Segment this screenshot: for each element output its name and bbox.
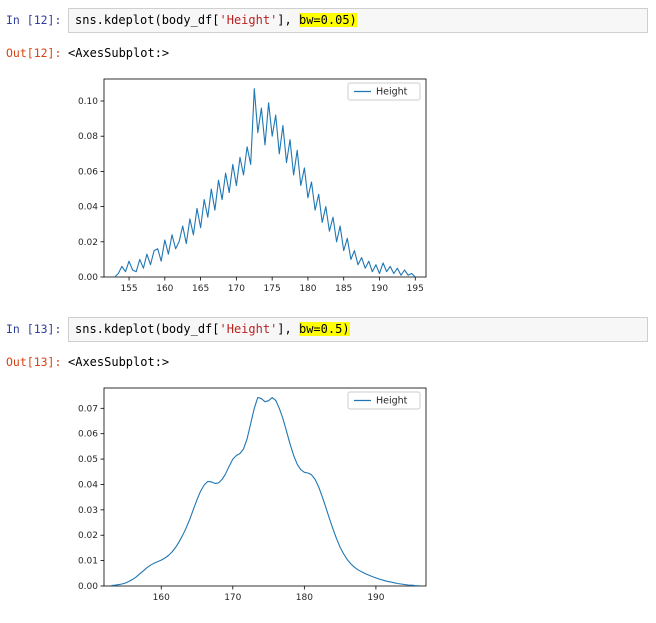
x-tick-label: 190 [367,593,384,603]
in-prompt-12: In [12]: [6,13,62,27]
plot-output-13: 160 170 180 190 0.00 0.01 0.02 0.03 0.04 0.05 0.06… [0,378,656,610]
x-tick-label: 165 [192,284,209,294]
plot-output-12: 155 160 165 170 175 180 185 190 195 0.00 0.02 0.04 0… [0,69,656,301]
output-row-12: Out[12]: <AxesSubplot:> [0,41,656,61]
out-prompt-12: Out[12]: [6,46,62,60]
x-tick-label: 195 [407,284,424,294]
y-tick-label: 0.06 [78,167,98,177]
x-tick-label: 155 [120,284,137,294]
kde-line [114,88,416,278]
plot-area [103,78,427,278]
y-tick-label: 0.10 [78,97,98,107]
code-editor-12[interactable]: sns.kdeplot(body_df['Height'], bw=0.05) [68,8,648,33]
in-prompt-13: In [13]: [6,322,62,336]
output-text-12: <AxesSubplot:> [68,46,170,60]
y-tick-label: 0.02 [78,531,98,541]
y-tick-label: 0.00 [78,273,98,283]
x-tick-label: 185 [335,284,352,294]
legend-label: Height [376,87,408,98]
x-tick-label: 170 [224,593,241,603]
kde-plot-bw-005: 155 160 165 170 175 180 185 190 195 0.00 0.02 0.04 0… [78,78,427,294]
code-segment-plain: ], [277,13,299,27]
y-tick-label: 0.08 [78,132,98,142]
out-prompt-13: Out[13]: [6,355,62,369]
y-tick-label: 0.06 [78,430,98,440]
code-segment-plain: ], [277,322,299,336]
y-tick-label: 0.04 [78,480,98,490]
y-tick-label: 0.07 [78,404,98,414]
code-segment-highlight: bw=0.5) [298,322,350,336]
code-segment-string: 'Height' [219,13,278,27]
output-text-13: <AxesSubplot:> [68,355,170,369]
kde-line [111,396,419,587]
x-tick-label: 175 [264,284,281,294]
y-tick-label: 0.05 [78,455,98,465]
x-tick-label: 160 [156,284,173,294]
legend-label: Height [376,396,408,407]
x-tick-label: 160 [153,593,170,603]
code-editor-13[interactable]: sns.kdeplot(body_df['Height'], bw=0.5) [68,317,648,342]
code-segment-highlight: bw=0.05) [298,13,357,27]
code-segment-plain: sns.kdeplot(body_df[ [75,322,220,336]
input-row-13: In [13]: sns.kdeplot(body_df['Height'], … [0,317,656,342]
plot-area [103,387,427,587]
x-tick-label: 190 [371,284,388,294]
kde-plot-bw-05: 160 170 180 190 0.00 0.01 0.02 0.03 0.04 0.05 0.06… [78,387,427,603]
x-tick-label: 180 [299,284,316,294]
code-cell-12: In [12]: sns.kdeplot(body_df['Height'], … [0,8,656,301]
input-row-12: In [12]: sns.kdeplot(body_df['Height'], … [0,8,656,33]
code-cell-13: In [13]: sns.kdeplot(body_df['Height'], … [0,317,656,610]
jupyter-notebook: In [12]: sns.kdeplot(body_df['Height'], … [0,8,656,610]
y-tick-label: 0.03 [78,506,98,516]
x-tick-label: 170 [228,284,245,294]
y-tick-label: 0.04 [78,203,98,213]
legend-box [347,82,421,101]
x-tick-label: 180 [296,593,313,603]
y-tick-label: 0.02 [78,238,98,248]
code-segment-plain: sns.kdeplot(body_df[ [75,13,220,27]
code-segment-string: 'Height' [219,322,278,336]
y-tick-label: 0.01 [78,557,98,567]
legend-box [347,391,421,410]
y-tick-label: 0.00 [78,582,98,592]
output-row-13: Out[13]: <AxesSubplot:> [0,350,656,370]
